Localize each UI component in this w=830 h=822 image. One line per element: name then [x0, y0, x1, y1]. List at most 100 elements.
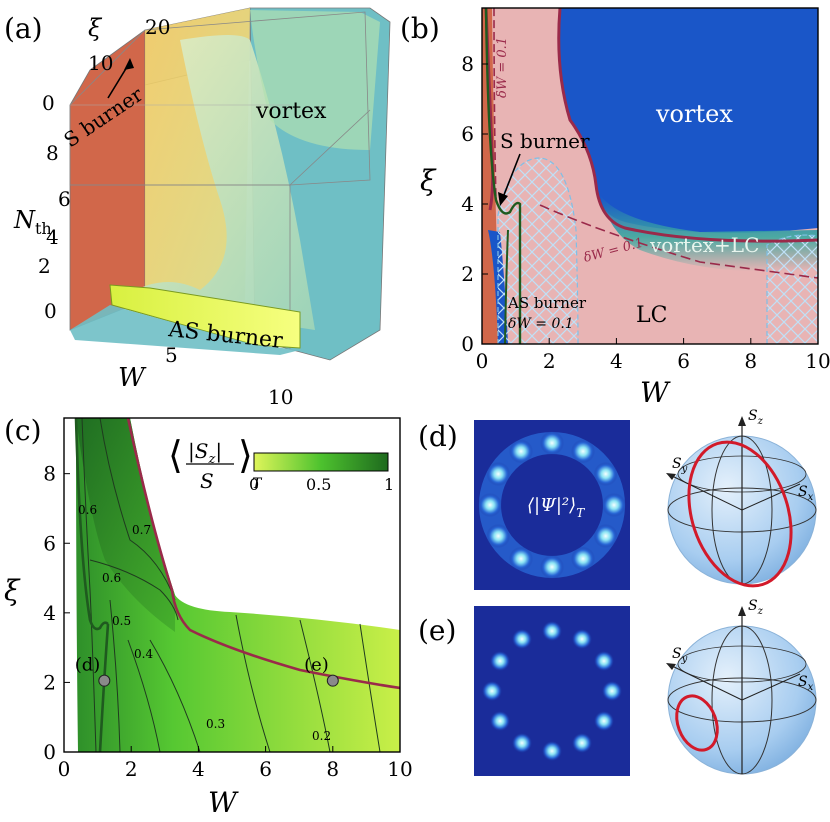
- b-dw-as-label: δW = 0.1: [508, 316, 574, 332]
- density-blob: [602, 681, 622, 701]
- c-green-domain: [76, 418, 400, 752]
- a-xi-axis-label: ξ: [88, 14, 103, 42]
- d-trajectory: [687, 440, 793, 588]
- a-nth-tick: 2: [38, 254, 51, 278]
- panel-c-label: (c): [4, 414, 42, 447]
- b-x-tick-label: 8: [744, 349, 757, 373]
- c-y-ticks: 0 2 4 6 8: [43, 462, 70, 764]
- panel-d: (d) ⟨|Ψ|²⟩T Sz Sy Sx: [418, 408, 817, 590]
- colorbar: ⟨ ⟩ |Sz| S T 0 0.5 1: [168, 433, 394, 494]
- a-vortex-label: vortex: [255, 99, 327, 124]
- e-bloch-sphere: Sz Sy Sx: [666, 598, 817, 775]
- d-bloch-sphere: Sz Sy Sx: [666, 408, 817, 588]
- c-x-tick-label: 4: [192, 757, 205, 781]
- e-sx-label: Sx: [798, 674, 814, 693]
- density-blob: [593, 651, 614, 671]
- cube-left-wall: [69, 29, 146, 331]
- density-blob: [482, 681, 502, 701]
- density-blob: [540, 555, 564, 579]
- density-blob: [486, 462, 511, 486]
- hatched-region-right: [766, 234, 818, 344]
- density-blob: [593, 711, 614, 731]
- c-points: (d) (e): [75, 655, 339, 687]
- colorbar-denominator: S: [200, 469, 214, 493]
- c-point-label: (e): [304, 655, 329, 676]
- c-x-tick-label: 8: [326, 757, 339, 781]
- density-blob: [490, 711, 511, 731]
- density-blob: [593, 462, 618, 486]
- svg-text:⟨: ⟨: [168, 433, 183, 477]
- svg-text:⟩: ⟩: [238, 433, 253, 477]
- contour-label: 0.3: [206, 717, 225, 731]
- panel-b: 0 2 4 6 8 10 0 2 4 6 8 (b) W ξ vortex vortex+LC L…: [400, 7, 830, 409]
- vortex-region: [558, 8, 818, 233]
- d-density-label: ⟨|Ψ|²⟩T: [527, 495, 585, 520]
- b-dw-vertical-label: δW = 0.1: [495, 37, 510, 98]
- c-y-tick-label: 8: [43, 462, 56, 486]
- a-nth-tick: 6: [58, 187, 71, 211]
- b-y-tick-label: 6: [461, 122, 474, 146]
- c-y-tick-label: 6: [43, 531, 56, 555]
- b-lc-label: LC: [636, 303, 667, 328]
- c-x-axis-label: W: [208, 786, 239, 819]
- c-point: [98, 674, 111, 687]
- contour-label: 0.2: [312, 729, 331, 743]
- c-y-tick-label: 2: [43, 670, 56, 694]
- density-blob: [571, 439, 595, 464]
- panel-e: (e) Sz Sy Sx: [418, 598, 817, 776]
- b-as-burner-label: AS burner: [507, 294, 587, 312]
- b-y-tick-label: 0: [461, 332, 474, 356]
- c-x-tick-label: 2: [125, 757, 138, 781]
- a-nth-tick: 0: [44, 299, 57, 323]
- b-y-axis-label: ξ: [420, 164, 437, 197]
- c-point: [326, 674, 339, 687]
- c-y-tick-label: 4: [43, 601, 56, 625]
- panel-a-label: (a): [4, 12, 43, 45]
- density-blob: [512, 629, 532, 650]
- density-blob: [572, 629, 592, 650]
- c-x-tick-label: 0: [58, 757, 71, 781]
- a-w-tick: 5: [165, 343, 178, 367]
- b-x-tick-label: 2: [543, 349, 556, 373]
- contour-label: 0.7: [132, 523, 151, 537]
- a-nth-axis-label: Nth: [13, 206, 52, 238]
- colorbar-numerator: |Sz|: [188, 439, 222, 467]
- contour-label: 0.6: [78, 503, 97, 517]
- density-blob: [512, 732, 532, 753]
- b-x-tick-label: 0: [476, 349, 489, 373]
- colorbar-tick: 0: [249, 475, 259, 494]
- panel-e-label: (e): [418, 614, 456, 647]
- density-blob: [540, 431, 564, 455]
- density-blob: [593, 524, 618, 548]
- d-sx-label: Sx: [798, 484, 814, 503]
- density-blob: [542, 741, 562, 761]
- b-y-tick-label: 4: [461, 192, 474, 216]
- contour-label: 0.5: [112, 614, 131, 628]
- e-sz-label: Sz: [748, 598, 764, 617]
- panel-d-label: (d): [418, 420, 458, 453]
- b-y-ticks: 0 2 4 6 8: [461, 52, 488, 356]
- c-y-tick-label: 0: [43, 740, 56, 764]
- colorbar-subscript: T: [252, 476, 263, 492]
- density-blob: [486, 524, 511, 548]
- a-w-axis-label: W: [118, 363, 147, 393]
- e-sy-label: Sy: [672, 646, 688, 665]
- as-burner-band: [109, 284, 301, 349]
- vortex-lc-region: [600, 195, 818, 272]
- b-vortex-label: vortex: [655, 100, 733, 128]
- a-nth-tick: 8: [46, 141, 59, 165]
- s-burner-curve: [484, 8, 522, 344]
- density-blob: [478, 493, 502, 517]
- c-x-ticks: 0 2 4 6 8 10: [58, 746, 413, 781]
- d-sy-label: Sy: [672, 456, 688, 475]
- contour-label: 0.6: [102, 571, 121, 585]
- density-blob: [542, 621, 562, 641]
- density-blob: [509, 546, 533, 571]
- b-x-tick-label: 10: [805, 349, 830, 373]
- b-y-tick-label: 2: [461, 262, 474, 286]
- e-density-blobs: [482, 621, 622, 761]
- density-blob: [602, 493, 626, 517]
- d-density-blobs: [478, 431, 626, 579]
- c-x-tick-label: 6: [259, 757, 272, 781]
